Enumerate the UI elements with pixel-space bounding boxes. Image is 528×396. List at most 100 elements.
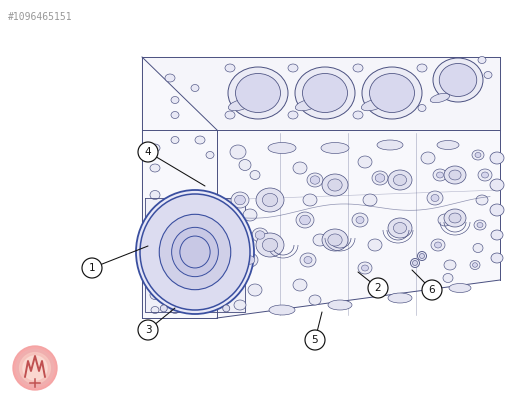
Ellipse shape	[171, 137, 179, 143]
Ellipse shape	[245, 256, 255, 264]
Ellipse shape	[478, 169, 492, 181]
Circle shape	[161, 305, 167, 312]
Ellipse shape	[150, 190, 160, 200]
Ellipse shape	[171, 307, 179, 314]
Ellipse shape	[418, 105, 426, 112]
Ellipse shape	[356, 217, 364, 223]
Ellipse shape	[206, 152, 214, 158]
Ellipse shape	[370, 74, 414, 112]
Circle shape	[16, 349, 54, 387]
Ellipse shape	[353, 64, 363, 72]
Ellipse shape	[444, 166, 466, 184]
Ellipse shape	[159, 214, 231, 290]
Polygon shape	[142, 57, 217, 318]
Circle shape	[223, 305, 230, 312]
Ellipse shape	[242, 253, 258, 267]
Ellipse shape	[484, 72, 492, 78]
Circle shape	[23, 356, 47, 380]
Ellipse shape	[472, 150, 484, 160]
Text: 3: 3	[145, 325, 152, 335]
Ellipse shape	[300, 253, 316, 267]
Ellipse shape	[225, 64, 235, 72]
Ellipse shape	[195, 304, 205, 312]
Ellipse shape	[234, 300, 246, 310]
Ellipse shape	[353, 111, 363, 119]
Ellipse shape	[477, 223, 483, 227]
Circle shape	[418, 251, 427, 261]
Ellipse shape	[252, 228, 268, 242]
Ellipse shape	[250, 171, 260, 179]
Ellipse shape	[443, 274, 453, 282]
Ellipse shape	[150, 215, 160, 225]
Text: 5: 5	[312, 335, 318, 345]
Ellipse shape	[393, 175, 407, 185]
Polygon shape	[142, 57, 500, 130]
Ellipse shape	[310, 176, 320, 184]
Ellipse shape	[150, 144, 160, 152]
Ellipse shape	[322, 174, 348, 196]
Ellipse shape	[296, 212, 314, 228]
Ellipse shape	[313, 234, 327, 246]
Ellipse shape	[491, 253, 503, 263]
Ellipse shape	[234, 195, 246, 205]
Ellipse shape	[255, 231, 265, 239]
Ellipse shape	[172, 227, 219, 277]
Ellipse shape	[288, 64, 298, 72]
Circle shape	[138, 320, 158, 340]
Polygon shape	[217, 130, 500, 318]
Ellipse shape	[150, 291, 160, 299]
Ellipse shape	[248, 284, 262, 296]
Ellipse shape	[295, 67, 355, 119]
Ellipse shape	[295, 99, 319, 111]
Ellipse shape	[231, 192, 249, 208]
Ellipse shape	[303, 74, 347, 112]
Ellipse shape	[421, 152, 435, 164]
Circle shape	[368, 278, 388, 298]
Text: 2: 2	[375, 283, 381, 293]
Ellipse shape	[430, 93, 450, 103]
Ellipse shape	[449, 284, 471, 293]
Ellipse shape	[435, 242, 441, 248]
Ellipse shape	[191, 84, 199, 91]
Ellipse shape	[438, 214, 452, 226]
Ellipse shape	[473, 244, 483, 253]
Ellipse shape	[361, 99, 385, 111]
Ellipse shape	[309, 295, 321, 305]
Ellipse shape	[478, 57, 486, 63]
Circle shape	[13, 346, 57, 390]
Ellipse shape	[363, 194, 377, 206]
Ellipse shape	[393, 223, 407, 234]
Ellipse shape	[150, 164, 160, 172]
Ellipse shape	[239, 160, 251, 171]
Ellipse shape	[475, 152, 481, 158]
Ellipse shape	[150, 244, 160, 253]
Ellipse shape	[444, 260, 456, 270]
Ellipse shape	[433, 58, 483, 102]
Ellipse shape	[431, 239, 445, 251]
Ellipse shape	[362, 265, 369, 271]
Text: #1096465151: #1096465151	[8, 12, 73, 22]
Circle shape	[422, 280, 442, 300]
Ellipse shape	[449, 213, 461, 223]
Text: 1: 1	[89, 263, 96, 273]
Ellipse shape	[288, 111, 298, 119]
Ellipse shape	[491, 230, 503, 240]
Ellipse shape	[375, 174, 385, 182]
Ellipse shape	[293, 162, 307, 174]
Ellipse shape	[372, 171, 388, 185]
Ellipse shape	[140, 194, 250, 310]
Ellipse shape	[269, 305, 295, 315]
Ellipse shape	[150, 265, 160, 274]
Ellipse shape	[303, 194, 317, 206]
Circle shape	[410, 259, 420, 268]
Ellipse shape	[476, 195, 488, 205]
Circle shape	[20, 352, 50, 383]
Ellipse shape	[328, 300, 352, 310]
Ellipse shape	[171, 97, 179, 103]
Ellipse shape	[474, 220, 486, 230]
Circle shape	[82, 258, 102, 278]
Ellipse shape	[437, 172, 444, 178]
Ellipse shape	[437, 141, 459, 150]
Ellipse shape	[171, 112, 179, 118]
Ellipse shape	[262, 238, 278, 251]
